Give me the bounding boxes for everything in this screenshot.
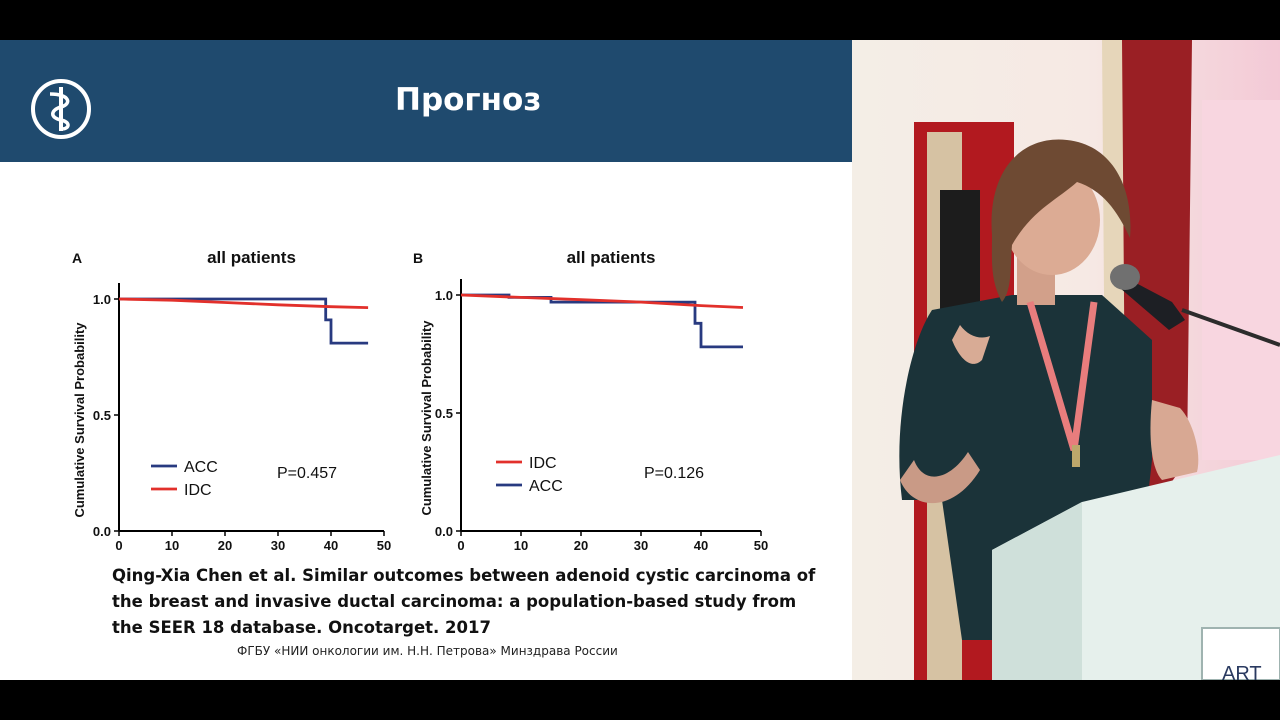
y-tick-label: 0.5 [93, 408, 111, 423]
y-tick-label: 0.0 [435, 524, 453, 539]
x-tick-label: 30 [271, 538, 285, 550]
x-tick-label: 10 [165, 538, 179, 550]
y-tick-label: 0.0 [93, 524, 111, 539]
citation-line: the SEER 18 database. Oncotarget. 2017 [112, 618, 491, 637]
slide-title: Прогноз [395, 82, 542, 118]
legend-label-idc: IDC [529, 455, 557, 472]
citation-line: Qing-Xia Chen et al. Similar outcomes be… [112, 566, 816, 585]
p-value-annotation: P=0.126 [644, 465, 704, 482]
x-tick-label: 10 [514, 538, 528, 550]
svg-text:ART: ART [1222, 663, 1262, 680]
legend-label-acc: ACC [184, 459, 218, 476]
p-value-annotation: P=0.457 [277, 465, 337, 482]
x-tick-label: 20 [574, 538, 588, 550]
chart-title: all patients [567, 248, 656, 267]
x-tick-label: 50 [754, 538, 768, 550]
series-line-acc [119, 297, 369, 345]
chart-title: all patients [207, 248, 296, 267]
panel-label: A [72, 250, 82, 266]
y-axis-label: Cumulative Survival Probability [72, 322, 87, 518]
caduceus-logo-icon [31, 79, 91, 139]
speaker-photo: ART [852, 40, 1280, 680]
series-line-acc [461, 293, 743, 349]
x-tick-label: 30 [634, 538, 648, 550]
y-tick-label: 1.0 [435, 288, 453, 303]
y-tick-label: 0.5 [435, 406, 453, 421]
citation-line: the breast and invasive ductal carcinoma… [112, 592, 797, 611]
legend-label-idc: IDC [184, 482, 212, 499]
x-tick-label: 0 [115, 538, 122, 550]
x-tick-label: 0 [457, 538, 464, 550]
x-tick-label: 40 [324, 538, 338, 550]
series-line-idc [118, 297, 369, 309]
legend-label-acc: ACC [529, 478, 563, 495]
institution-footer: ФГБУ «НИИ онкологии им. Н.Н. Петрова» Ми… [237, 644, 618, 658]
series-line-idc [460, 293, 744, 309]
x-tick-label: 20 [218, 538, 232, 550]
citation: Qing-Xia Chen et al. Similar outcomes be… [112, 563, 816, 641]
y-tick-label: 1.0 [93, 292, 111, 307]
slide-header: Прогноз [0, 40, 852, 162]
panel-label: B [413, 250, 423, 266]
x-tick-label: 50 [377, 538, 391, 550]
x-tick-label: 40 [694, 538, 708, 550]
y-axis-label: Cumulative Survival Probability [419, 320, 434, 516]
